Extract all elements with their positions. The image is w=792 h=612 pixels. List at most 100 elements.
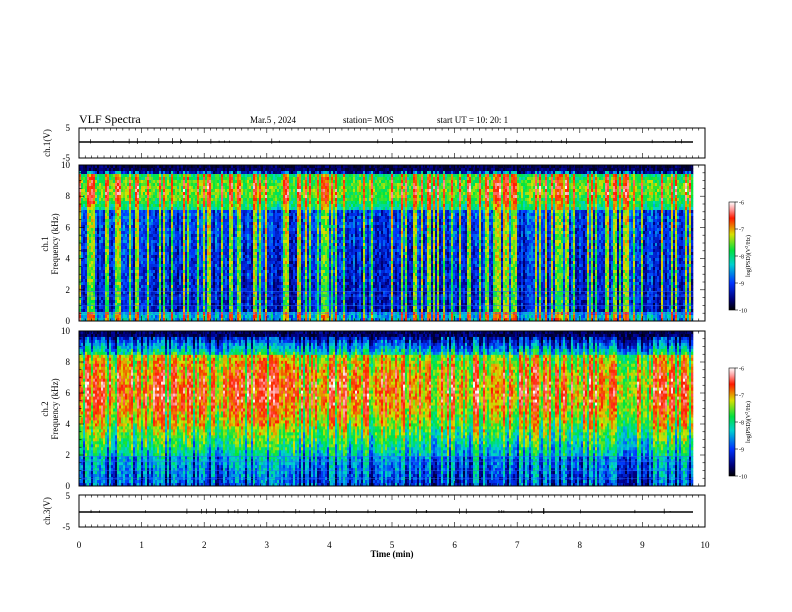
ch1-spectrogram-cell (179, 276, 181, 279)
ch1-spectrogram-cell (215, 297, 217, 300)
ch1-spectrogram-cell (135, 246, 137, 249)
ch1-spectrogram-cell (105, 297, 107, 300)
ch1-spectrogram-cell (221, 258, 223, 261)
ch1-spectrogram-cell (85, 228, 87, 231)
ch1-spectrogram-cell (185, 180, 187, 183)
ch1-spectrogram-cell (239, 312, 241, 315)
ch1-spectrogram-cell (173, 264, 175, 267)
ch1-spectrogram-cell (245, 267, 247, 270)
ch1-spectrogram-cell (179, 315, 181, 318)
ch1-spectrogram-cell (191, 255, 193, 258)
ch1-spectrogram-cell (175, 243, 177, 246)
ch1-spectrogram-cell (205, 225, 207, 228)
ch1-spectrogram-cell (141, 198, 143, 201)
ch1-spectrogram-cell (227, 264, 229, 267)
ch1-spectrogram-cell (189, 273, 191, 276)
ch1-spectrogram-cell (225, 267, 227, 270)
ch1-spectrogram-cell (245, 288, 247, 291)
ch1-spectrogram-cell (217, 168, 219, 171)
ch1-spectrogram-cell (187, 297, 189, 300)
ch1-spectrogram-cell (119, 252, 121, 255)
ch1-spectrogram-cell (249, 234, 251, 237)
ch1-spectrogram-cell (157, 228, 159, 231)
ch1-spectrogram-cell (115, 207, 117, 210)
ch1-spectrogram-cell (167, 174, 169, 177)
ch1-spectrogram-cell (249, 249, 251, 252)
ch1-spectrogram-cell (203, 240, 205, 243)
ch1-spectrogram-cell (127, 270, 129, 273)
ch1-spectrogram-cell (205, 228, 207, 231)
ch1-spectrogram-cell (213, 270, 215, 273)
ch1-spectrogram-cell (195, 306, 197, 309)
ch1-spectrogram-cell (133, 282, 135, 285)
ch1-spectrogram-cell (107, 219, 109, 222)
ch1-spectrogram-cell (151, 198, 153, 201)
ch1-spectrogram-cell (169, 228, 171, 231)
ch1-spectrogram-cell (207, 210, 209, 213)
ch1-spectrogram-cell (173, 249, 175, 252)
ch1-spectrogram-cell (87, 279, 89, 282)
ch1-spectrogram-cell (113, 282, 115, 285)
ch1-spectrogram-cell (151, 204, 153, 207)
ch1-spectrogram-cell (159, 294, 161, 297)
ch1-spectrogram-cell (211, 198, 213, 201)
ch1-spectrogram-cell (139, 231, 141, 234)
ch1-spectrogram-cell (121, 252, 123, 255)
ch1-spectrogram-cell (85, 183, 87, 186)
ch1-spectrogram-cell (193, 246, 195, 249)
ch1-spectrogram-cell (201, 201, 203, 204)
ch1-spectrogram-cell (147, 255, 149, 258)
ch1-spectrogram-cell (253, 297, 255, 300)
ch1-spectrogram-cell (127, 171, 129, 174)
ch1-spectrogram-cell (233, 189, 235, 192)
ch1-spectrogram-cell (153, 276, 155, 279)
ch1-spectrogram-cell (83, 276, 85, 279)
ch1-spectrogram-cell (87, 255, 89, 258)
ch1-spectrogram-cell (147, 219, 149, 222)
ch1-spectrogram-cell (175, 204, 177, 207)
ch1-spectrogram-cell (185, 183, 187, 186)
ch1-spectrogram-cell (235, 183, 237, 186)
ch1-spectrogram-cell (115, 264, 117, 267)
ch1-spectrogram-cell (167, 246, 169, 249)
ch1-spectrogram-cell (241, 240, 243, 243)
ch1-spectrogram-cell (221, 237, 223, 240)
ch1-spectrogram-cell (107, 228, 109, 231)
ch1-spectrogram-cell (161, 276, 163, 279)
ch1-spectrogram-cell (195, 297, 197, 300)
ch1-spectrogram-cell (179, 216, 181, 219)
ch1-spectrogram-cell (103, 288, 105, 291)
ch1-spectrogram-cell (147, 171, 149, 174)
ch1-spectrogram-cell (225, 168, 227, 171)
ch1-spectrogram-cell (241, 273, 243, 276)
ch1-spectrogram-cell (245, 180, 247, 183)
ch1-spectrogram-cell (191, 180, 193, 183)
ch1-spectrogram-cell (221, 219, 223, 222)
ch1-spectrogram-cell (165, 270, 167, 273)
ch1-spectrogram-cell (223, 306, 225, 309)
ch1-spectrogram-cell (171, 279, 173, 282)
ch1-spectrogram-cell (105, 174, 107, 177)
ch1-spectrogram-cell (181, 210, 183, 213)
ch1-spectrogram-cell (141, 213, 143, 216)
ch1-spectrogram-cell (173, 243, 175, 246)
ch1-spectrogram-cell (97, 264, 99, 267)
ch1-spectrogram-cell (127, 225, 129, 228)
ch1-spectrogram-cell (205, 246, 207, 249)
ch1-spectrogram-cell (241, 306, 243, 309)
ch1-spectrogram-cell (253, 204, 255, 207)
ch1-spectrogram-cell (203, 177, 205, 180)
ch1-spectrogram-cell (201, 258, 203, 261)
ch1-spectrogram-cell (231, 192, 233, 195)
ch1-spectrogram-cell (143, 270, 145, 273)
ch1-spectrogram-cell (127, 207, 129, 210)
ch1-spectrogram-cell (215, 231, 217, 234)
ch1-spectrogram-cell (235, 240, 237, 243)
ch1-spectrogram-cell (99, 237, 101, 240)
ch1-spectrogram-cell (121, 270, 123, 273)
ch1-spectrogram-cell (129, 180, 131, 183)
ch1-spectrogram-cell (203, 219, 205, 222)
ch1-spectrogram-cell (239, 225, 241, 228)
ch1-spectrogram-cell (135, 270, 137, 273)
ch1-spectrogram-cell (101, 279, 103, 282)
